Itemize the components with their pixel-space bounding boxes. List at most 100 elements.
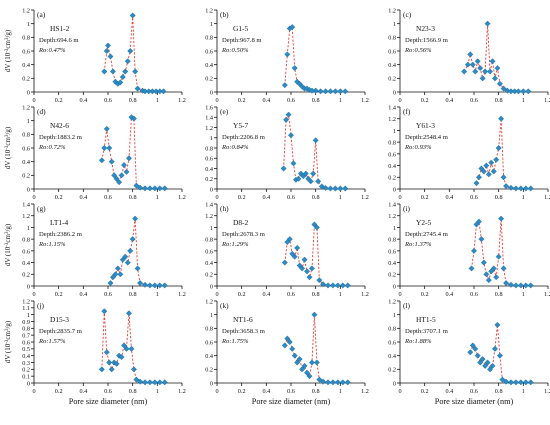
y-tick-label: 0.6 — [205, 156, 213, 163]
data-point — [123, 168, 130, 175]
x-tick-label: 0.8 — [129, 194, 137, 201]
data-point — [114, 265, 121, 272]
data-point — [500, 265, 507, 272]
data-point — [342, 185, 349, 192]
y-axis-label-part: dV (10 — [4, 149, 12, 169]
chart-panel-y61-3: 0 0.2 0.4 0.6 0.8 1 1.2 1.4 0 0.2 0.4 0.6 0.8 1 1.2 (f)… — [388, 104, 550, 201]
data-point — [493, 274, 500, 281]
sample-name: LT1-4 — [50, 218, 69, 227]
data-point — [122, 253, 129, 260]
y-tick-label: 0 — [27, 380, 30, 387]
data-point — [281, 259, 288, 266]
x-axis-label: Pore size diameter (nm) — [252, 397, 331, 406]
chart-panel-nt1-6: 0 0.2 0.4 0.6 0.8 1 1.2 0 0.2 0.4 0.6 0.8 1 1.2 Pore s… — [205, 298, 369, 406]
data-point — [280, 165, 287, 172]
y-axis-label-part: /g) — [4, 320, 12, 328]
y-tick-label: 0.6 — [388, 48, 396, 55]
y-tick-label: 0.8 — [388, 326, 396, 333]
data-point — [109, 68, 116, 75]
y-tick-label: 0.2 — [22, 76, 30, 83]
data-point — [467, 51, 474, 58]
data-point — [482, 68, 489, 75]
data-point — [317, 88, 324, 95]
data-point — [496, 80, 503, 87]
panel-letter: (k) — [220, 301, 229, 310]
y-tick-label: 0.4 — [205, 260, 213, 267]
x-tick-label: 1 — [522, 194, 525, 201]
data-point — [334, 379, 341, 386]
y-tick-label: 1.4 — [388, 201, 396, 208]
data-point — [101, 68, 108, 75]
data-point — [113, 175, 120, 182]
x-tick-label: 0.4 — [79, 97, 87, 104]
y-axis-label: dV (10-3cm3/g) — [4, 126, 12, 169]
y-tick-label: 0.8 — [22, 132, 30, 139]
data-point — [469, 61, 476, 68]
data-point — [522, 282, 529, 289]
data-point — [325, 282, 331, 289]
chart-panel-hs1-2: 0 0.2 0.4 0.6 0.8 1 1.2 0 0.2 0.4 0.6 0.8 1 1.2 dV (10… — [4, 7, 186, 104]
y-tick-label: 1 — [27, 21, 30, 28]
x-tick-label: 1 — [522, 291, 525, 298]
series-line — [284, 26, 346, 92]
x-tick-label: 0 — [215, 97, 218, 104]
panel-letter: (f) — [403, 107, 411, 116]
data-point — [311, 311, 318, 318]
x-axis-label: Pore size diameter (nm) — [69, 397, 148, 406]
data-point — [489, 58, 496, 65]
y-tick-label: 1 — [27, 118, 30, 125]
y-tick-label: 1.2 — [22, 104, 30, 111]
x-tick-label: 1 — [156, 388, 159, 395]
data-point — [483, 162, 490, 169]
x-tick-label: 0.4 — [79, 194, 87, 201]
data-point — [339, 282, 346, 289]
y-axis-label-part: dV (10 — [4, 343, 12, 363]
data-point — [484, 20, 491, 27]
data-point — [332, 88, 339, 95]
data-point — [342, 88, 349, 95]
data-point — [302, 170, 309, 177]
ro-label: Ro:1.57% — [38, 338, 66, 345]
panel-letter: (d) — [37, 107, 46, 116]
y-tick-label: 0.4 — [22, 62, 30, 69]
data-point — [106, 145, 113, 151]
y-tick-label: 0.8 — [388, 140, 396, 147]
x-tick-label: 0.6 — [470, 388, 478, 395]
data-point — [156, 379, 163, 386]
chart-panel-y2-5: 0 0.2 0.4 0.6 0.8 1 1.2 1.4 0 0.2 0.4 0.6 0.8 1 1.2 (i)… — [388, 201, 550, 298]
data-point — [286, 236, 293, 243]
y-axis-label-part: -3 — [5, 242, 10, 247]
data-point — [98, 366, 105, 373]
data-point — [329, 282, 336, 289]
data-point — [312, 87, 319, 94]
data-point — [467, 349, 474, 356]
data-point — [499, 376, 506, 383]
data-point — [477, 65, 484, 72]
y-tick-label: 0.4 — [205, 353, 213, 360]
data-point — [320, 378, 327, 385]
data-point — [322, 88, 329, 95]
data-point — [493, 156, 500, 163]
data-point — [117, 79, 124, 86]
y-tick-label: 0.2 — [205, 76, 213, 83]
x-tick-label: 1.2 — [361, 388, 369, 395]
x-tick-label: 1.2 — [178, 388, 186, 395]
data-point — [127, 247, 134, 254]
data-point — [517, 282, 524, 289]
x-tick-label: 1 — [156, 97, 159, 104]
x-tick-label: 0.6 — [470, 194, 478, 201]
data-point — [288, 132, 294, 139]
x-tick-label: 1.2 — [361, 97, 369, 104]
y-tick-label: 0.3 — [22, 360, 30, 367]
y-tick-label: 0.8 — [205, 326, 213, 333]
data-point — [337, 88, 344, 95]
y-tick-label: 0.2 — [205, 272, 213, 279]
depth-label: Depth:1883.2 m — [39, 134, 83, 141]
data-point — [494, 65, 501, 72]
data-point — [299, 265, 306, 272]
y-tick-label: 0 — [27, 89, 30, 96]
data-point — [301, 256, 308, 263]
y-tick-label: 1.4 — [205, 201, 213, 208]
x-tick-label: 0.2 — [421, 388, 429, 395]
y-tick-label: 1.2 — [205, 7, 213, 14]
